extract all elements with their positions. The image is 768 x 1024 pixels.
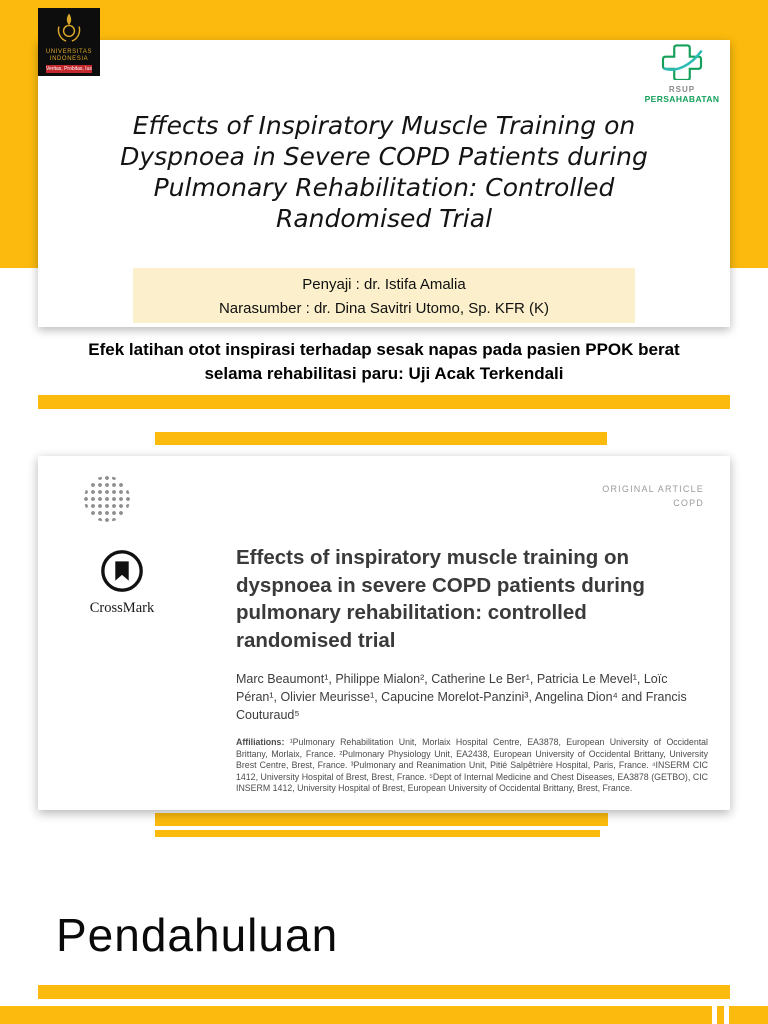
footer-tick-2 xyxy=(724,1006,729,1024)
ui-makara-icon xyxy=(54,12,84,49)
ui-logo-name-line2: INDONESIA xyxy=(49,56,89,62)
ui-logo-name-line1: UNIVERSITAS xyxy=(45,49,93,55)
divider-bar-2 xyxy=(155,432,607,445)
divider-bar-1 xyxy=(38,395,730,409)
article-title: Effects of inspiratory muscle training o… xyxy=(236,546,645,652)
presenter-highlight-box: Penyaji : dr. Istifa Amalia Narasumber :… xyxy=(133,268,635,323)
journal-article-card: ORIGINAL ARTICLE COPD CrossMark Effects … xyxy=(38,456,730,810)
article-category-line1: ORIGINAL ARTICLE xyxy=(602,484,704,494)
crossmark-badge: CrossMark xyxy=(80,548,164,617)
presenter-line: Penyaji : dr. Istifa Amalia xyxy=(302,276,466,293)
article-body: Effects of inspiratory muscle training o… xyxy=(236,544,708,795)
rsup-persahabatan-logo: RSUP PERSAHABATAN xyxy=(636,42,728,105)
article-category: ORIGINAL ARTICLE COPD xyxy=(602,482,704,510)
divider-bar-5 xyxy=(38,985,730,999)
medical-cross-icon xyxy=(650,44,714,84)
article-authors: Marc Beaumont¹, Philippe Mialon², Cather… xyxy=(236,672,687,722)
rsup-logo-line1: RSUP xyxy=(668,85,696,94)
article-affiliations: Affiliations: ¹Pulmonary Rehabilitation … xyxy=(236,737,708,795)
title-card: Effects of Inspiratory Muscle Training o… xyxy=(38,40,730,327)
crossmark-label: CrossMark xyxy=(89,600,155,616)
affiliations-text: ¹Pulmonary Rehabilitation Unit, Morlaix … xyxy=(236,737,709,793)
narrator-line: Narasumber : dr. Dina Savitri Utomo, Sp.… xyxy=(218,300,550,317)
crossmark-icon xyxy=(99,550,145,598)
divider-bar-3 xyxy=(155,813,608,826)
divider-bar-4 xyxy=(155,830,600,837)
universitas-indonesia-logo: UNIVERSITAS INDONESIA Veritas, Probitas,… xyxy=(38,8,100,76)
affiliations-label: Affiliations: xyxy=(236,737,285,747)
article-category-line2: COPD xyxy=(673,498,704,508)
slide-title: Effects of Inspiratory Muscle Training o… xyxy=(120,111,648,233)
section-heading: Pendahuluan xyxy=(56,909,339,961)
footer-tick-1 xyxy=(712,1006,717,1024)
translated-subtitle: Efek latihan otot inspirasi terhadap ses… xyxy=(88,340,680,383)
ers-dotted-globe-icon xyxy=(84,476,130,522)
rsup-logo-line2: PERSAHABATAN xyxy=(644,94,720,104)
footer-yellow-band xyxy=(0,1006,768,1024)
ui-logo-motto: Veritas, Probitas, Iustitia xyxy=(46,65,92,73)
